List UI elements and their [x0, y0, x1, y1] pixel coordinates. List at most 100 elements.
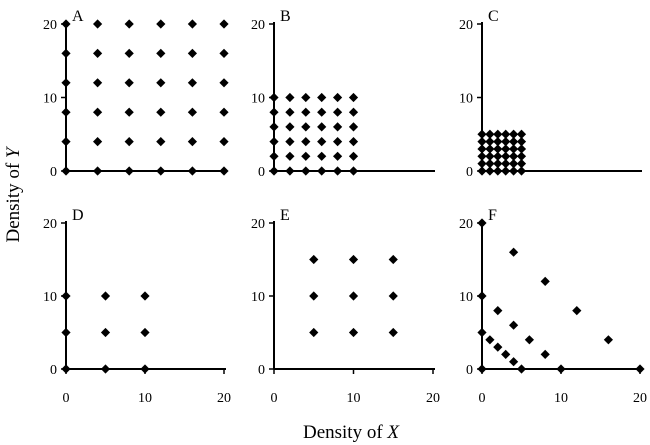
- panel-b-point: [333, 92, 343, 103]
- panel-f-point: [635, 364, 645, 374]
- panel-e-point: [309, 327, 319, 338]
- panel-a-point: [61, 19, 71, 29]
- panel-b-y-tick-label: 20: [251, 18, 265, 33]
- panel-c-point: [477, 159, 487, 169]
- panel-c-point: [509, 144, 519, 154]
- panel-e-y-tick-label: 0: [258, 363, 265, 378]
- panel-b-point: [269, 137, 279, 147]
- panel-a-point: [93, 107, 103, 117]
- panel-f-point: [477, 364, 487, 374]
- panel-e: 0 10 20 0 10 20 E: [251, 207, 440, 406]
- panel-c-point: [493, 166, 503, 176]
- panel-a-point: [219, 19, 229, 29]
- panel-b-point: [269, 122, 279, 132]
- panel-a-point: [93, 137, 103, 147]
- panel-b-point: [348, 107, 359, 117]
- panel-a-point: [124, 137, 134, 147]
- panel-f-point: [477, 291, 487, 301]
- panel-b-point: [301, 137, 311, 147]
- panel-c-point: [477, 137, 487, 147]
- panel-b-point: [333, 166, 343, 176]
- y-axis-title-prefix: Density of: [3, 158, 24, 242]
- panel-e-x-tick-label: 0: [271, 391, 278, 406]
- panel-c-point: [493, 151, 503, 161]
- panel-c-point: [516, 151, 527, 161]
- panel-a-y-tick-label: 20: [43, 18, 57, 33]
- panel-f-point: [509, 247, 519, 257]
- panel-f-point: [509, 357, 519, 367]
- panel-b-point: [317, 166, 327, 176]
- panel-b-point: [317, 137, 327, 147]
- panel-f-x-tick-label: 0: [479, 391, 486, 406]
- panel-c-point: [493, 159, 503, 169]
- panel-f-point: [485, 335, 495, 345]
- panel-b-point: [348, 137, 359, 147]
- panel-a-point: [219, 166, 229, 176]
- panel-a-point: [156, 107, 166, 117]
- panel-a-point: [61, 78, 71, 88]
- panel-a-y-tick-label: 0: [50, 165, 57, 180]
- panel-f-x-tick-label: 10: [554, 391, 568, 406]
- panel-c-point: [485, 144, 495, 154]
- panel-c: 0 10 20 C: [459, 8, 642, 180]
- panel-d-y-tick-label: 0: [50, 363, 57, 378]
- panel-c-point: [509, 159, 519, 169]
- panel-f-point: [540, 349, 550, 359]
- panel-b-point: [301, 151, 311, 161]
- panel-c-point: [477, 151, 487, 161]
- panel-c-point: [477, 166, 487, 176]
- panel-e-point: [348, 327, 359, 338]
- panel-c-point: [477, 144, 487, 154]
- panel-f-y-tick-label: 0: [466, 363, 473, 378]
- panel-d-point: [61, 364, 71, 374]
- panel-c-point: [516, 159, 527, 169]
- panel-f-x-tick-label: 20: [633, 391, 647, 406]
- panel-b-point: [301, 92, 311, 103]
- panel-b-point: [348, 166, 359, 176]
- panel-e-point: [388, 291, 398, 301]
- panel-a-point: [93, 166, 103, 176]
- panel-a-point: [187, 166, 197, 176]
- panel-c-point: [516, 129, 527, 139]
- panel-d-point: [100, 364, 111, 374]
- panel-f-y-tick-label: 10: [459, 290, 473, 305]
- panel-d-point: [61, 327, 71, 338]
- panel-d-letter: D: [72, 207, 84, 224]
- panel-f-point: [572, 306, 582, 316]
- panel-a-point: [219, 48, 229, 58]
- x-axis-title: Density of X: [303, 422, 400, 443]
- panel-a-point: [93, 19, 103, 29]
- panel-f-point: [540, 276, 550, 286]
- panel-a-point: [219, 78, 229, 88]
- panel-a-point: [156, 166, 166, 176]
- panel-a-point: [156, 48, 166, 58]
- panel-b-point: [301, 166, 311, 176]
- panel-f-point: [509, 320, 519, 330]
- x-axis-title-prefix: Density of: [303, 422, 387, 443]
- panel-c-y-tick-label: 0: [466, 165, 473, 180]
- panel-grid: 0 10 20 A 0 10 20 B 0 10 20 C 0 10 20 0 10 20 D 0 10 20 0 10 20 E…: [43, 8, 647, 406]
- panel-d-point: [100, 291, 111, 301]
- panel-a-point: [124, 19, 134, 29]
- panel-b-point: [348, 151, 359, 161]
- panel-e-point: [388, 254, 398, 265]
- panel-d-x-tick-label: 0: [63, 391, 70, 406]
- panel-c-y-tick-label: 10: [459, 92, 473, 107]
- panel-b-point: [317, 151, 327, 161]
- panel-c-point: [485, 151, 495, 161]
- panel-c-point: [509, 151, 519, 161]
- panel-e-x-tick-label: 20: [426, 391, 440, 406]
- panel-f-point: [493, 342, 503, 352]
- panel-a-point: [124, 107, 134, 117]
- panel-a-point: [61, 137, 71, 147]
- panel-c-point: [501, 166, 511, 176]
- panel-b-point: [285, 122, 295, 132]
- panel-d-point: [61, 291, 71, 301]
- panel-e-point: [348, 254, 359, 265]
- panel-d: 0 10 20 0 10 20 D: [43, 207, 231, 406]
- panel-f-point: [493, 306, 503, 316]
- panel-a-point: [61, 166, 71, 176]
- panel-b-point: [348, 92, 359, 103]
- panel-f-point: [477, 327, 487, 338]
- panel-b-point: [285, 137, 295, 147]
